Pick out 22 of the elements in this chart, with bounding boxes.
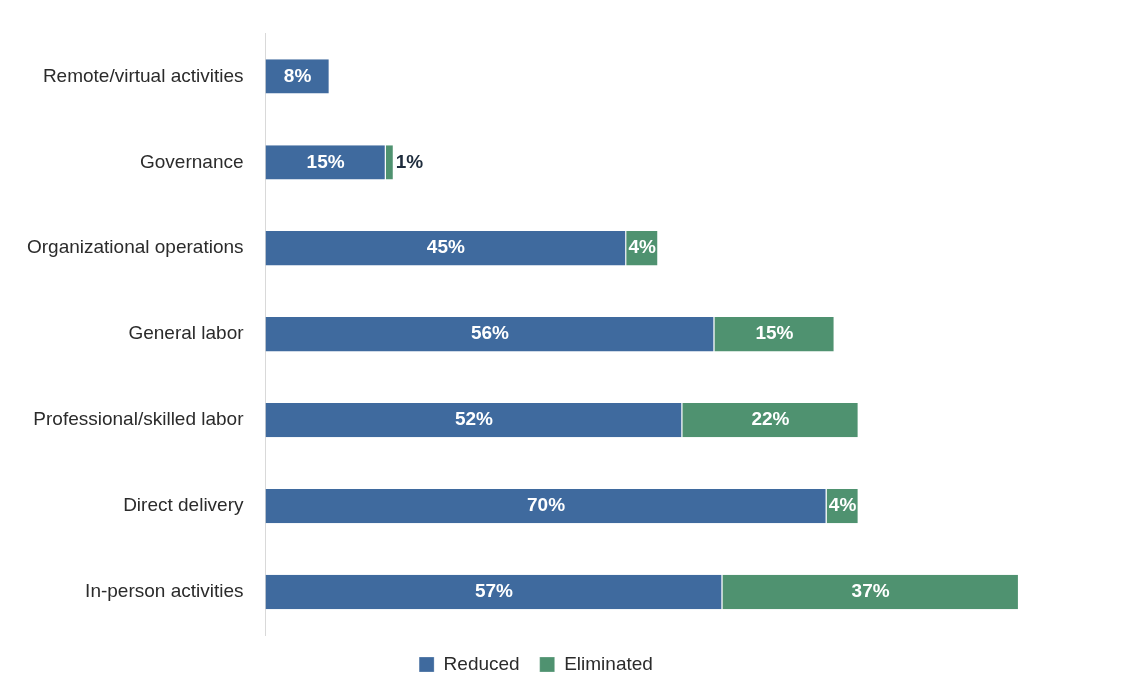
- data-label: 52%: [454, 408, 494, 430]
- data-label: 4%: [828, 494, 857, 516]
- data-label: 1%: [395, 150, 424, 172]
- y-tick-label: Professional/skilled labor: [33, 408, 245, 430]
- data-label: 22%: [751, 408, 790, 430]
- data-label: 45%: [426, 236, 465, 258]
- data-label: 56%: [470, 322, 510, 344]
- y-tick-label: Direct delivery: [123, 494, 245, 516]
- y-tick-label: General labor: [128, 322, 245, 344]
- legend-label: Reduced: [443, 652, 520, 674]
- data-label: 70%: [527, 494, 566, 516]
- data-label: 37%: [851, 580, 890, 602]
- legend-label: Eliminated: [564, 652, 653, 674]
- data-label: 15%: [755, 322, 794, 344]
- y-tick-label: In-person activities: [85, 580, 244, 602]
- y-tick-label: Organizational operations: [26, 236, 244, 258]
- data-label: 4%: [628, 236, 657, 258]
- data-label: 8%: [283, 64, 312, 86]
- data-label: 15%: [306, 150, 345, 172]
- data-label: 57%: [474, 580, 514, 602]
- y-tick-label: Remote/virtual activities: [42, 64, 244, 86]
- y-tick-label: Governance: [140, 150, 244, 172]
